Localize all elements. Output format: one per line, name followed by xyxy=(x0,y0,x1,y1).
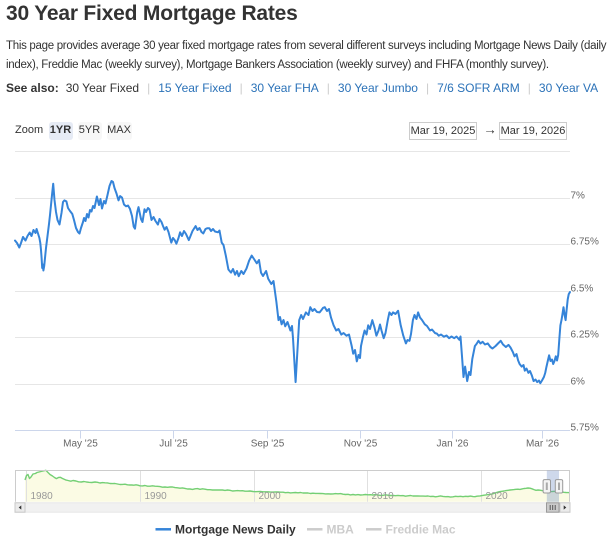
svg-text:5.75%: 5.75% xyxy=(571,423,599,434)
svg-text:6.25%: 6.25% xyxy=(571,330,599,341)
svg-text:6.5%: 6.5% xyxy=(571,284,594,295)
svg-text:Jan '26: Jan '26 xyxy=(437,439,469,450)
svg-text:Mar '26: Mar '26 xyxy=(526,439,559,450)
svg-text:2000: 2000 xyxy=(259,491,282,502)
svg-text:MBA: MBA xyxy=(327,522,355,536)
svg-text:1980: 1980 xyxy=(31,491,54,502)
svg-text:6.75%: 6.75% xyxy=(571,237,599,248)
svg-text:Mortgage News Daily: Mortgage News Daily xyxy=(175,522,296,536)
svg-text:2010: 2010 xyxy=(372,491,395,502)
svg-text:May '25: May '25 xyxy=(63,439,98,450)
svg-text:1990: 1990 xyxy=(145,491,168,502)
svg-text:Jul '25: Jul '25 xyxy=(159,439,188,450)
svg-text:7%: 7% xyxy=(571,191,586,202)
svg-text:Nov '25: Nov '25 xyxy=(344,439,378,450)
svg-text:6%: 6% xyxy=(571,377,586,388)
svg-text:Freddie Mac: Freddie Mac xyxy=(386,522,456,536)
svg-text:2020: 2020 xyxy=(486,491,509,502)
svg-text:Sep '25: Sep '25 xyxy=(251,439,285,450)
